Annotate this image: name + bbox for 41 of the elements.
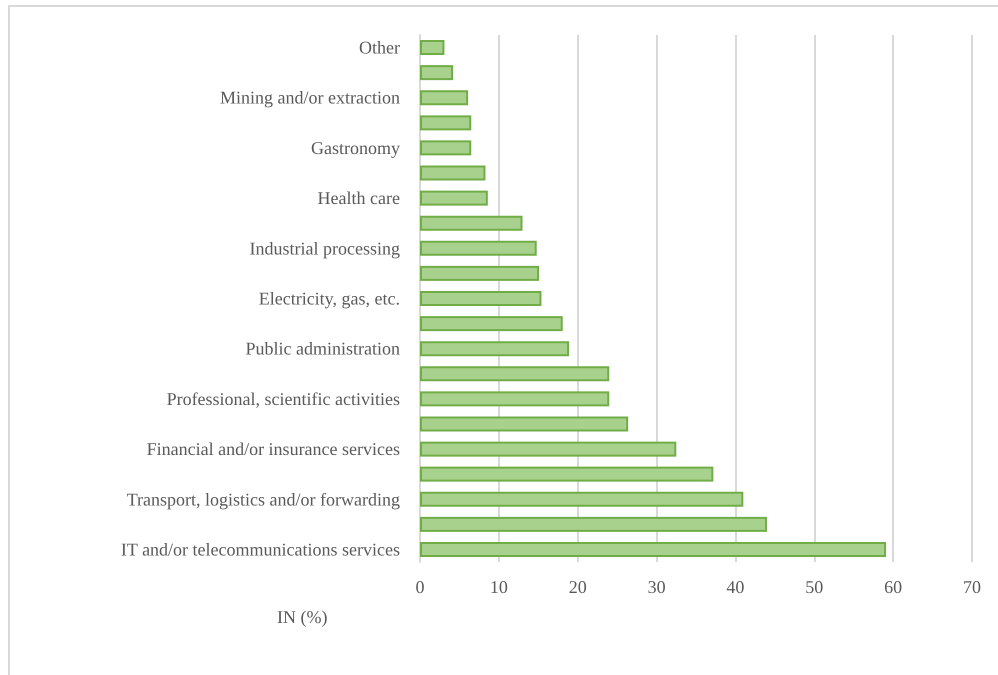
bar	[420, 90, 468, 106]
bar	[420, 442, 676, 457]
x-tick-label: 70	[963, 577, 981, 597]
x-tick-label: 40	[726, 577, 744, 597]
bar	[420, 466, 714, 482]
bar	[420, 391, 610, 406]
bar	[420, 416, 628, 432]
y-tick-label: Electricity, gas, etc.	[258, 288, 400, 308]
y-tick-label: IT and/or telecommunications services	[120, 539, 400, 560]
y-tick-label: Industrial processing	[250, 238, 400, 258]
y-tick-label: Mining and/or extraction	[220, 88, 400, 108]
bar	[420, 216, 523, 231]
bar	[420, 341, 570, 356]
x-tick-label: 10	[490, 577, 508, 597]
y-tick-label: Financial and/or insurance services	[146, 439, 400, 460]
bar	[420, 190, 488, 206]
bar	[420, 266, 540, 281]
bar	[420, 115, 472, 130]
bar	[420, 542, 886, 557]
x-axis-title: IN (%)	[277, 607, 328, 627]
x-tick-label: 0	[416, 577, 424, 597]
bar	[420, 291, 542, 306]
bar	[420, 516, 767, 532]
y-tick-label: Transport, logistics and/or forwarding	[126, 489, 400, 510]
bar	[420, 140, 472, 156]
x-tick-label: 20	[568, 577, 587, 597]
x-tick-label: 50	[805, 577, 824, 597]
y-tick-label: Gastronomy	[311, 138, 400, 158]
bar	[420, 40, 444, 56]
y-tick-label: Health care	[318, 188, 400, 208]
x-tick-label: 30	[648, 577, 666, 597]
bar	[420, 240, 537, 256]
y-tick-label: Professional, scientific activities	[166, 388, 400, 409]
y-tick-label: Other	[359, 38, 400, 58]
x-tick-label: 60	[884, 577, 902, 597]
bar	[420, 366, 610, 382]
bar	[420, 166, 486, 181]
y-tick-label: Public administration	[246, 338, 400, 359]
bar	[420, 492, 744, 507]
bar	[420, 65, 454, 80]
bar	[420, 316, 563, 332]
